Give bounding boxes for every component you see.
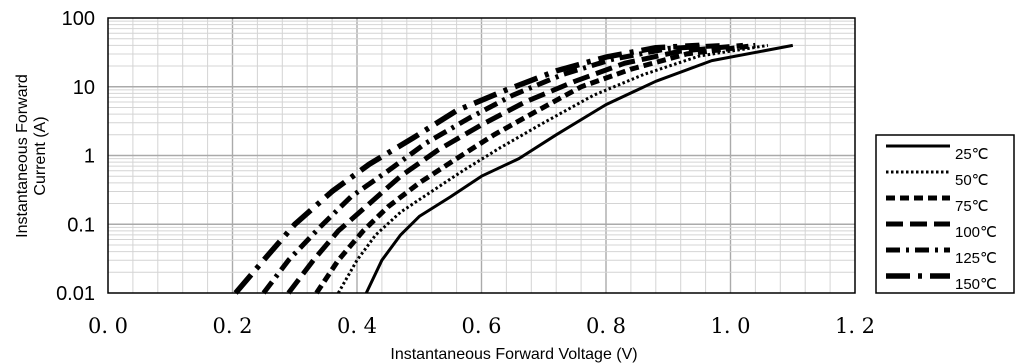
y-tick-label: 1 [84,146,95,168]
x-axis-label: Instantaneous Forward Voltage (V) [390,346,637,363]
x-tick-label: 1. 0 [710,314,750,338]
y-tick-label: 10 [73,77,95,99]
legend-label-2: 50℃ [955,172,989,189]
series-group [233,42,794,295]
y-axis-label-line-1: Instantaneous Forward [14,74,31,238]
y-tick-label: 0.1 [67,214,95,236]
legend-label-4: 100℃ [955,224,997,241]
tick-labels: 0. 0 0. 2 0. 4 0. 6 0. 8 1. 0 1. 2 0.01 0.1 1 10 10… [56,8,875,338]
series-line-1 [364,43,794,294]
x-tick-label: 1. 2 [835,314,875,338]
x-tick-label: 0. 0 [88,314,128,338]
legend-label-3: 75℃ [955,198,989,215]
grid [108,18,855,293]
legend-label-5: 125℃ [955,250,997,267]
series-line-2 [336,43,769,294]
x-tick-label: 0. 6 [461,314,501,338]
series-line-3 [314,42,756,295]
y-tick-label: 100 [62,8,95,30]
legend-label-1: 25℃ [955,146,989,163]
x-tick-label: 0. 8 [586,314,626,338]
series-line-4 [286,42,744,295]
series-line-6 [233,42,700,295]
legend-label-6: 150℃ [955,276,997,293]
x-tick-label: 0. 2 [212,314,252,338]
legend-box [875,134,1015,294]
y-axis-label: Instantaneous Forward Current (A) [14,74,49,238]
y-axis-label-line-2: Current (A) [32,116,49,195]
legend: 25℃ 50℃ 75℃ 100℃ 125℃ 150℃ [875,134,1015,294]
x-tick-label: 0. 4 [337,314,377,338]
series-line-5 [261,42,725,295]
plot-frame [107,17,856,294]
y-tick-label: 0.01 [56,283,95,305]
